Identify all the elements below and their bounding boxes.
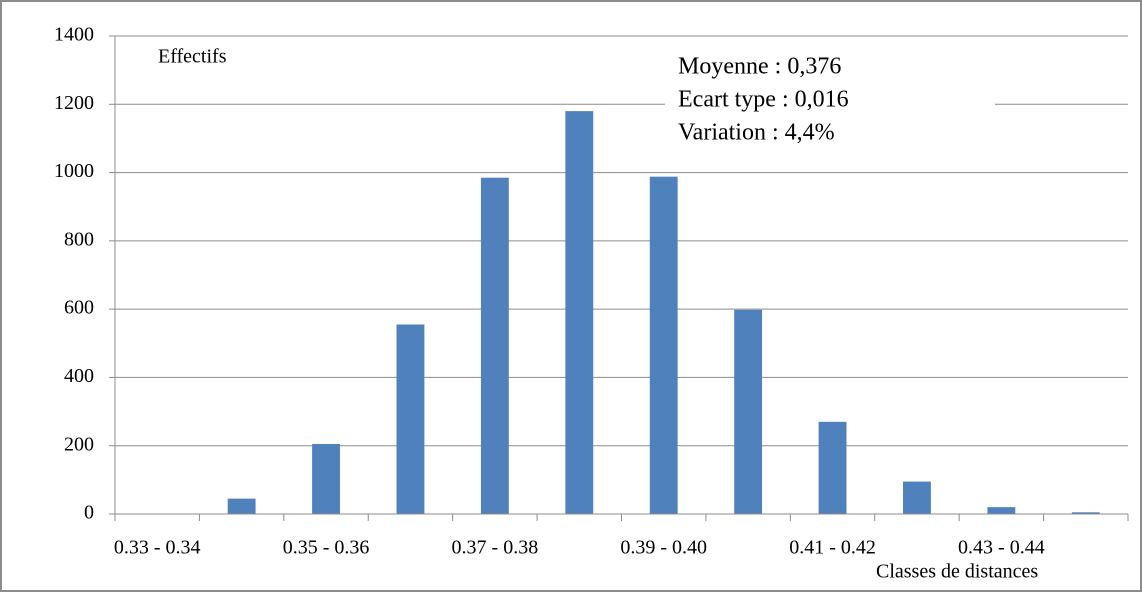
- bar: [1071, 512, 1100, 514]
- bar: [396, 324, 425, 514]
- x-tick-label: 0.33 - 0.34: [114, 537, 201, 559]
- x-axis-title: Classes de distances: [876, 561, 1038, 583]
- bar: [227, 498, 256, 514]
- y-tick-label: 1400: [54, 24, 94, 46]
- y-tick-label: 1200: [54, 92, 94, 114]
- y-tick-label: 1000: [54, 160, 94, 182]
- y-tick-label: 800: [64, 228, 94, 250]
- x-tick-label: 0.35 - 0.36: [283, 537, 370, 559]
- annotation: Variation : 4,4%: [678, 120, 835, 146]
- x-tick-label: 0.43 - 0.44: [958, 537, 1045, 559]
- y-tick-label: 200: [64, 433, 94, 455]
- x-tick-label: 0.41 - 0.42: [789, 537, 876, 559]
- y-tick-label: 400: [64, 365, 94, 387]
- stats-box: [665, 50, 995, 155]
- y-tick-label: 600: [64, 297, 94, 319]
- y-axis-title: Effectifs: [158, 46, 227, 68]
- x-tick-label: 0.37 - 0.38: [452, 537, 539, 559]
- x-tick-label: 0.39 - 0.40: [620, 537, 707, 559]
- bar: [480, 177, 509, 514]
- bar: [312, 444, 340, 514]
- bar: [565, 111, 594, 514]
- bar: [818, 421, 847, 514]
- bar: [649, 176, 678, 514]
- x-title-bg: [872, 560, 1102, 586]
- bar: [987, 507, 1016, 514]
- bar: [734, 309, 763, 514]
- annotation: Ecart type : 0,016: [678, 87, 849, 113]
- annotation: Moyenne : 0,376: [678, 54, 841, 80]
- y-tick-label: 0: [84, 502, 94, 524]
- bar: [903, 481, 931, 514]
